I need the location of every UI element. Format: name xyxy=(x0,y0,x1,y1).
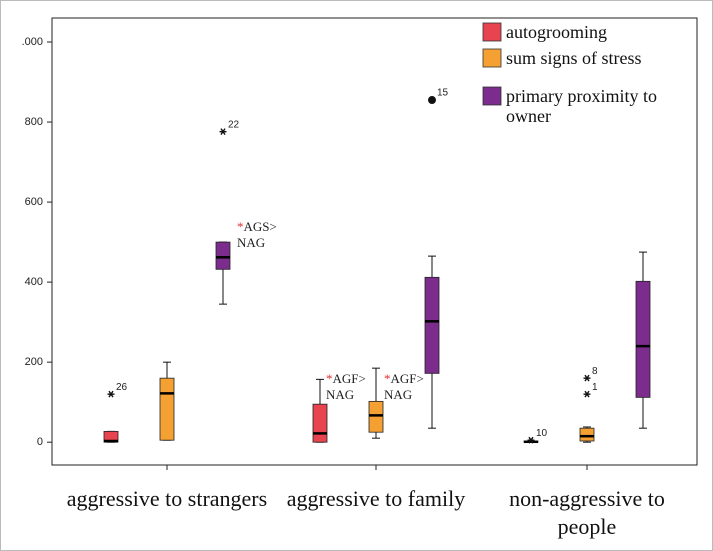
box xyxy=(579,427,595,442)
annotation-text: AGS> xyxy=(243,219,277,234)
y-tick-label: .000 xyxy=(22,36,43,48)
legend-label: primary proximity to owner xyxy=(506,86,657,126)
x-tick-label: aggressive to strangers xyxy=(66,486,268,511)
outlier-label: 26 xyxy=(116,382,128,393)
x-tick-label: aggressive to family xyxy=(286,486,466,511)
y-tick-label: 800 xyxy=(25,116,43,128)
extreme-outlier xyxy=(428,96,436,105)
box xyxy=(159,377,175,441)
y-tick-label: 600 xyxy=(25,196,43,208)
outlier-star xyxy=(107,390,115,398)
annotation-text: AGF> xyxy=(390,371,424,386)
box xyxy=(424,276,440,374)
box xyxy=(368,400,384,433)
outlier-star xyxy=(583,374,591,382)
annotation: *AGS> NAG xyxy=(237,219,277,251)
y-tick-label: 200 xyxy=(25,356,43,368)
outlier-star xyxy=(527,436,535,444)
box xyxy=(312,403,328,443)
annotation-marker: * xyxy=(384,371,391,386)
legend-label: sum signs of stress xyxy=(506,48,642,68)
plot-frame xyxy=(51,17,698,466)
annotation-text: NAG xyxy=(326,387,355,402)
outlier-star xyxy=(583,390,591,398)
legend-label: autogrooming xyxy=(506,22,607,42)
outlier-label: 8 xyxy=(592,366,598,377)
outlier-star xyxy=(219,128,227,136)
annotation-text: AGF> xyxy=(332,371,366,386)
y-tick-label: 0 xyxy=(37,436,43,448)
legend-swatch xyxy=(482,22,502,42)
y-tick-label: 400 xyxy=(25,276,43,288)
legend-swatch xyxy=(482,48,502,68)
x-tick-label: non-aggressive to people xyxy=(509,486,665,539)
outlier-label: 22 xyxy=(228,119,240,130)
annotation: *AGF> NAG xyxy=(326,371,366,403)
legend-swatch xyxy=(482,86,502,106)
outlier-label: 1 xyxy=(592,382,598,393)
box xyxy=(215,241,231,270)
annotation-marker: * xyxy=(326,371,333,386)
box xyxy=(635,280,651,398)
annotation-marker: * xyxy=(237,219,244,234)
annotation-text: NAG xyxy=(237,235,266,250)
outlier-label: 15 xyxy=(437,88,449,99)
annotation: *AGF> NAG xyxy=(384,371,424,403)
annotation-text: NAG xyxy=(384,387,413,402)
outlier-label: 10 xyxy=(536,428,548,439)
